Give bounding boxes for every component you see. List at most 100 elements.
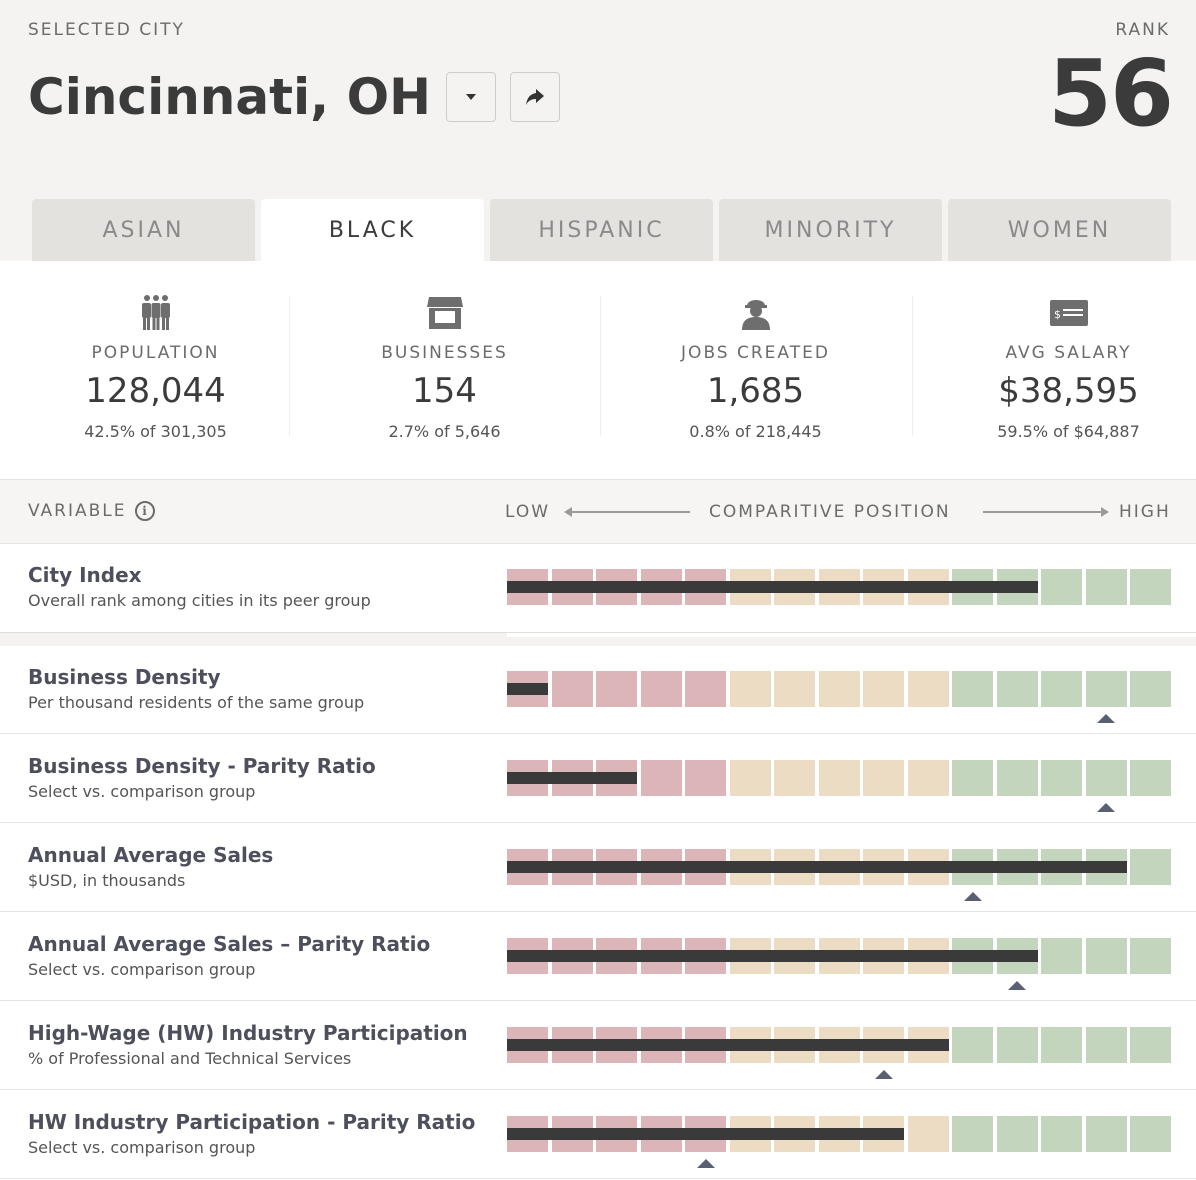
money-icon: $ bbox=[1047, 293, 1091, 333]
bar-segment bbox=[818, 671, 860, 707]
variable-header: VARIABLE i LOW COMPARITIVE POSITION HIGH bbox=[0, 479, 1196, 544]
bar-segment bbox=[640, 671, 682, 707]
storefront-icon bbox=[423, 293, 467, 333]
stat-sub: 59.5% of $64,887 bbox=[997, 422, 1140, 441]
bar-segment bbox=[1130, 1116, 1171, 1152]
position-fill bbox=[507, 1039, 949, 1051]
variable-name: HW Industry Participation - Parity Ratio bbox=[28, 1110, 476, 1134]
bar-segment bbox=[1130, 938, 1171, 974]
selected-city-label: SELECTED CITY bbox=[28, 20, 185, 40]
bar-segment bbox=[1130, 569, 1171, 605]
bar-segment bbox=[1085, 1116, 1127, 1152]
worker-icon bbox=[734, 293, 778, 333]
variable-description: % of Professional and Technical Services bbox=[28, 1049, 352, 1068]
variable-row[interactable]: Business Density Per thousand residents o… bbox=[0, 646, 1196, 734]
caret-down-icon bbox=[466, 94, 476, 100]
bar-segment bbox=[729, 760, 771, 796]
comparative-bar bbox=[507, 760, 1173, 812]
stat-businesses: BUSINESSES 154 2.7% of 5,646 bbox=[289, 261, 600, 479]
bar-segment bbox=[685, 760, 726, 796]
bar-segment bbox=[1130, 849, 1171, 885]
bar-segment bbox=[774, 760, 815, 796]
variable-name: Annual Average Sales bbox=[28, 843, 274, 867]
bar-segment bbox=[1085, 760, 1127, 796]
tab-asian[interactable]: ASIAN bbox=[32, 199, 255, 261]
city-dropdown-button[interactable] bbox=[446, 72, 496, 122]
tab-women[interactable]: WOMEN bbox=[948, 199, 1171, 261]
bar-segment bbox=[596, 671, 637, 707]
bar-segment bbox=[952, 760, 993, 796]
bar-segment bbox=[1085, 1027, 1127, 1063]
stat-sub: 42.5% of 301,305 bbox=[84, 422, 227, 441]
arrow-right-icon bbox=[1101, 507, 1109, 517]
stat-avg-salary: $ AVG SALARY $38,595 59.5% of $64,887 bbox=[913, 261, 1196, 479]
bar-segment bbox=[907, 671, 949, 707]
stat-label: POPULATION bbox=[91, 343, 220, 363]
bar-segment bbox=[1130, 1027, 1171, 1063]
bar-segment bbox=[685, 671, 726, 707]
stat-value: 128,044 bbox=[85, 371, 226, 411]
city-name: Cincinnati, OH bbox=[28, 68, 431, 126]
comparison-marker bbox=[874, 1070, 893, 1079]
bar-segment bbox=[1130, 760, 1171, 796]
bar-segment bbox=[1041, 760, 1082, 796]
people-icon bbox=[134, 293, 178, 333]
variable-row[interactable]: HW Industry Participation - Parity Ratio… bbox=[0, 1091, 1196, 1179]
variable-row[interactable]: Annual Average Sales – Parity Ratio Selec… bbox=[0, 913, 1196, 1001]
divider bbox=[600, 296, 601, 436]
rank-label: RANK bbox=[1115, 20, 1170, 40]
variable-row[interactable]: Annual Average Sales $USD, in thousands bbox=[0, 824, 1196, 912]
bar-segment bbox=[1041, 1116, 1082, 1152]
tab-black[interactable]: BLACK bbox=[261, 199, 484, 261]
comparative-bar bbox=[507, 671, 1173, 723]
position-fill bbox=[507, 772, 637, 784]
info-icon[interactable]: i bbox=[134, 501, 155, 521]
bar-segment bbox=[996, 1027, 1038, 1063]
bar-segment bbox=[640, 760, 682, 796]
variable-name: City Index bbox=[28, 563, 142, 587]
tab-hispanic[interactable]: HISPANIC bbox=[490, 199, 713, 261]
bar-segment bbox=[952, 1116, 993, 1152]
rank-value: 56 bbox=[1047, 40, 1174, 147]
comparison-marker bbox=[963, 892, 982, 901]
position-fill bbox=[507, 683, 548, 695]
stat-jobs-created: JOBS CREATED 1,685 0.8% of 218,445 bbox=[600, 261, 911, 479]
stat-value: 154 bbox=[412, 371, 477, 411]
svg-text:$: $ bbox=[1054, 308, 1061, 321]
position-fill bbox=[507, 861, 1127, 873]
variable-row[interactable]: High-Wage (HW) Industry Participation % o… bbox=[0, 1002, 1196, 1090]
comparison-marker bbox=[1097, 803, 1115, 812]
bar-segment bbox=[1041, 569, 1082, 605]
comparative-bar bbox=[507, 938, 1173, 990]
stat-population: POPULATION 128,044 42.5% of 301,305 bbox=[0, 261, 311, 479]
bar-segment bbox=[996, 1116, 1038, 1152]
variable-row[interactable]: City Index Overall rank among cities in i… bbox=[0, 544, 1196, 632]
comparative-bar bbox=[507, 1116, 1173, 1168]
stats-panel: POPULATION 128,044 42.5% of 301,305 BUSI… bbox=[0, 261, 1196, 479]
share-button[interactable] bbox=[510, 72, 560, 122]
bar-segment bbox=[863, 760, 904, 796]
divider bbox=[912, 296, 913, 436]
stat-label: AVG SALARY bbox=[1005, 343, 1132, 363]
bar-segment bbox=[1085, 671, 1127, 707]
scale-arrow-left bbox=[568, 511, 690, 513]
bar-segment bbox=[863, 671, 904, 707]
bar-segment bbox=[1130, 671, 1171, 707]
bar-segment bbox=[1041, 938, 1082, 974]
variable-row[interactable]: Business Density - Parity Ratio Select vs… bbox=[0, 735, 1196, 823]
stat-label: JOBS CREATED bbox=[681, 343, 830, 363]
bar-segment bbox=[1041, 1027, 1082, 1063]
bar-segment bbox=[818, 760, 860, 796]
variable-description: Per thousand residents of the same group bbox=[28, 693, 365, 712]
header: SELECTED CITY Cincinnati, OH RANK 56 ASI… bbox=[0, 0, 1196, 261]
bar-segment bbox=[729, 671, 771, 707]
variable-label: VARIABLE i bbox=[28, 501, 155, 521]
stat-label: BUSINESSES bbox=[381, 343, 508, 363]
variable-description: $USD, in thousands bbox=[28, 871, 186, 890]
scale-arrow-right bbox=[983, 511, 1103, 513]
bar-segment bbox=[551, 671, 593, 707]
bar-segment bbox=[1085, 938, 1127, 974]
separator-highlight bbox=[507, 633, 1196, 637]
variable-label-text: VARIABLE bbox=[28, 501, 127, 521]
tab-minority[interactable]: MINORITY bbox=[719, 199, 942, 261]
